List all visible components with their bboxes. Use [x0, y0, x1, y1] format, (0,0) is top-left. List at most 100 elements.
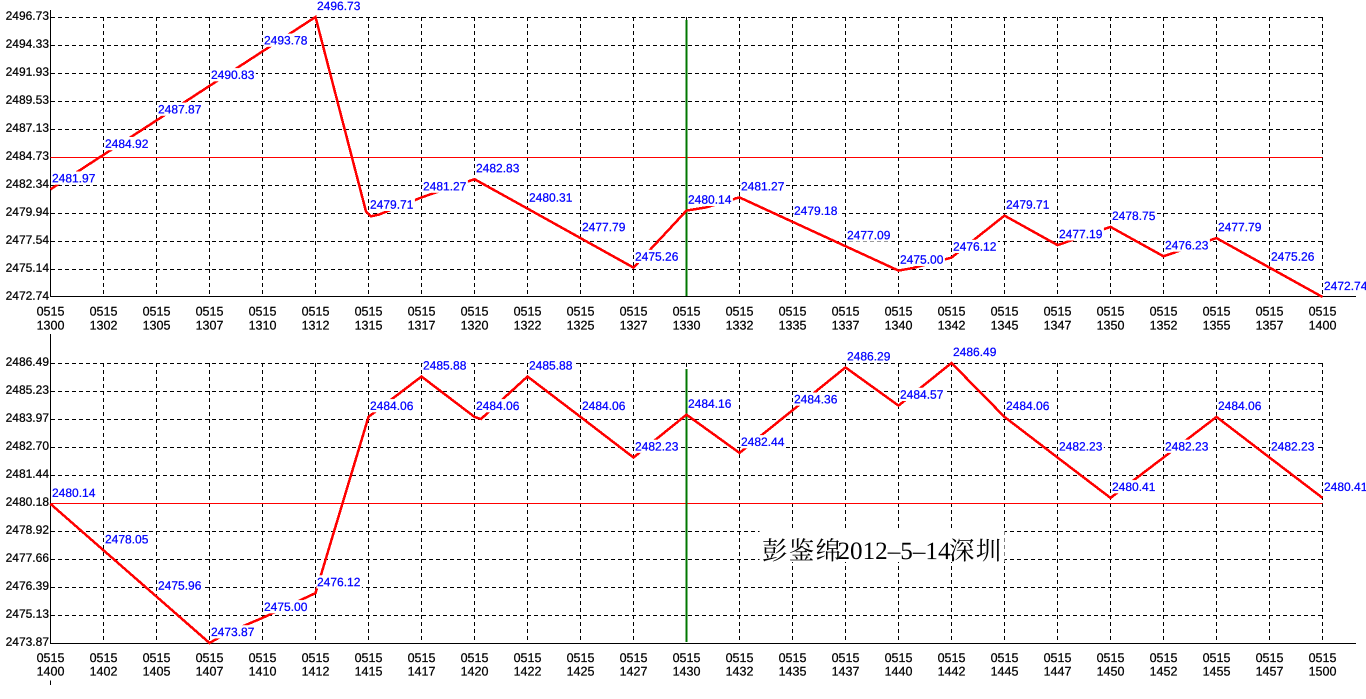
svg-text:2496.73: 2496.73	[6, 9, 50, 23]
svg-text:2476.39: 2476.39	[6, 579, 50, 593]
svg-text:0515: 0515	[832, 651, 860, 665]
svg-text:2480.14: 2480.14	[688, 193, 732, 207]
svg-text:1447: 1447	[1044, 664, 1072, 678]
svg-text:0515: 0515	[302, 651, 330, 665]
svg-text:1437: 1437	[832, 664, 860, 678]
svg-text:2480.31: 2480.31	[529, 191, 573, 205]
svg-text:1352: 1352	[1150, 318, 1178, 332]
svg-text:2484.57: 2484.57	[900, 388, 944, 402]
svg-text:1327: 1327	[620, 318, 648, 332]
svg-text:2472.74: 2472.74	[1324, 279, 1366, 293]
svg-text:0515: 0515	[355, 304, 383, 318]
svg-text:2482.34: 2482.34	[6, 177, 50, 191]
svg-text:1405: 1405	[143, 664, 171, 678]
svg-text:2482.70: 2482.70	[6, 439, 50, 453]
svg-text:0515: 0515	[1309, 304, 1337, 318]
svg-text:2489.53: 2489.53	[6, 93, 50, 107]
svg-text:2480.18: 2480.18	[6, 495, 50, 509]
svg-text:0515: 0515	[885, 651, 913, 665]
svg-text:2490.83: 2490.83	[211, 68, 255, 82]
svg-text:1300: 1300	[37, 318, 65, 332]
svg-text:2475.26: 2475.26	[1271, 250, 1315, 264]
svg-text:2480.41: 2480.41	[1324, 480, 1366, 494]
svg-text:1427: 1427	[620, 664, 648, 678]
svg-text:0515: 0515	[620, 304, 648, 318]
svg-text:2481.97: 2481.97	[52, 171, 96, 185]
svg-text:0515: 0515	[249, 651, 277, 665]
svg-text:2484.92: 2484.92	[105, 137, 149, 151]
svg-text:2479.18: 2479.18	[794, 204, 838, 218]
svg-text:0515: 0515	[514, 304, 542, 318]
svg-text:2475.00: 2475.00	[900, 253, 944, 267]
svg-text:2482.23: 2482.23	[1059, 440, 1103, 454]
svg-text:0515: 0515	[938, 304, 966, 318]
svg-text:2477.79: 2477.79	[582, 220, 626, 234]
svg-text:2484.06: 2484.06	[476, 399, 520, 413]
svg-text:0515: 0515	[37, 651, 65, 665]
svg-text:0515: 0515	[249, 304, 277, 318]
svg-text:2473.87: 2473.87	[211, 625, 255, 639]
svg-text:2485.23: 2485.23	[6, 383, 50, 397]
svg-text:0515: 0515	[1044, 304, 1072, 318]
svg-text:2477.19: 2477.19	[1059, 227, 1103, 241]
svg-text:2485.88: 2485.88	[529, 359, 573, 373]
svg-text:1407: 1407	[196, 664, 224, 678]
svg-text:0515: 0515	[302, 304, 330, 318]
svg-text:0515: 0515	[1150, 304, 1178, 318]
svg-text:2485.88: 2485.88	[423, 359, 467, 373]
svg-text:0515: 0515	[673, 651, 701, 665]
svg-text:2494.33: 2494.33	[6, 37, 50, 51]
svg-text:2478.92: 2478.92	[6, 523, 50, 537]
svg-text:2484.06: 2484.06	[370, 399, 414, 413]
svg-text:1347: 1347	[1044, 318, 1072, 332]
svg-text:1342: 1342	[938, 318, 966, 332]
svg-text:2475.26: 2475.26	[635, 250, 679, 264]
svg-text:0515: 0515	[938, 651, 966, 665]
svg-text:0515: 0515	[1256, 651, 1284, 665]
svg-text:2479.71: 2479.71	[1006, 198, 1050, 212]
svg-text:2480.14: 2480.14	[52, 486, 96, 500]
svg-text:0515: 0515	[567, 651, 595, 665]
svg-text:1442: 1442	[938, 664, 966, 678]
svg-text:1440: 1440	[885, 664, 913, 678]
svg-text:0515: 0515	[1044, 651, 1072, 665]
svg-text:2491.93: 2491.93	[6, 65, 50, 79]
svg-text:0515: 0515	[408, 651, 436, 665]
svg-text:2479.94: 2479.94	[6, 205, 50, 219]
svg-text:2012–5–14: 2012–5–14	[837, 538, 951, 565]
svg-text:2482.23: 2482.23	[635, 440, 679, 454]
svg-text:2484.36: 2484.36	[794, 392, 838, 406]
svg-text:2475.00: 2475.00	[264, 600, 308, 614]
svg-text:2477.54: 2477.54	[6, 233, 50, 247]
svg-text:0515: 0515	[1309, 651, 1337, 665]
svg-text:2484.06: 2484.06	[1218, 399, 1262, 413]
svg-text:2486.49: 2486.49	[953, 345, 997, 359]
svg-text:0515: 0515	[832, 304, 860, 318]
svg-text:1357: 1357	[1256, 318, 1284, 332]
svg-text:0515: 0515	[620, 651, 648, 665]
svg-text:1335: 1335	[779, 318, 807, 332]
svg-text:2478.75: 2478.75	[1112, 209, 1156, 223]
svg-text:1415: 1415	[355, 664, 383, 678]
svg-text:0515: 0515	[37, 304, 65, 318]
svg-text:0515: 0515	[196, 651, 224, 665]
svg-text:2479.71: 2479.71	[370, 198, 414, 212]
svg-text:1445: 1445	[991, 664, 1019, 678]
svg-text:2477.66: 2477.66	[6, 551, 50, 565]
svg-text:0515: 0515	[991, 304, 1019, 318]
svg-text:2473.87: 2473.87	[6, 635, 50, 649]
svg-text:0515: 0515	[196, 304, 224, 318]
svg-text:2481.27: 2481.27	[423, 179, 467, 193]
svg-text:1400: 1400	[1309, 318, 1337, 332]
svg-text:0515: 0515	[355, 651, 383, 665]
svg-text:2484.06: 2484.06	[1006, 399, 1050, 413]
svg-text:1420: 1420	[461, 664, 489, 678]
svg-text:1452: 1452	[1150, 664, 1178, 678]
svg-text:1350: 1350	[1097, 318, 1125, 332]
svg-text:0515: 0515	[461, 304, 489, 318]
svg-text:1450: 1450	[1097, 664, 1125, 678]
svg-text:0515: 0515	[1097, 651, 1125, 665]
svg-text:2481.44: 2481.44	[6, 467, 50, 481]
svg-text:2482.44: 2482.44	[741, 435, 785, 449]
svg-text:2483.97: 2483.97	[6, 411, 50, 425]
